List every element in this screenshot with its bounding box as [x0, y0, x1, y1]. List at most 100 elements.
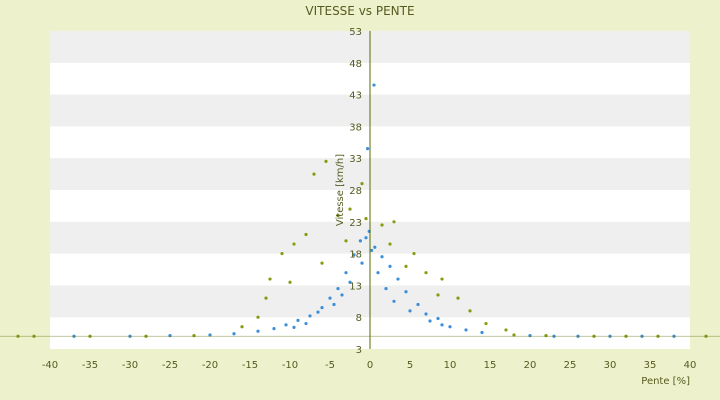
data-point [360, 182, 364, 186]
data-point [296, 318, 300, 322]
x-tick-label: 5 [407, 360, 413, 371]
data-point [544, 334, 548, 338]
data-point [240, 325, 244, 329]
data-point [396, 277, 400, 281]
x-tick-label: -30 [122, 360, 138, 371]
data-point [424, 312, 428, 316]
data-point [412, 252, 416, 256]
data-point [268, 277, 272, 281]
data-point [280, 252, 284, 256]
y-tick-label: 28 [349, 186, 362, 197]
data-point [512, 333, 516, 337]
y-axis-label: Vitesse [km/h] [335, 154, 346, 226]
data-point [464, 328, 468, 332]
data-point [208, 333, 212, 337]
x-tick-label: -40 [42, 360, 58, 371]
data-point [292, 242, 296, 246]
data-point [288, 280, 292, 284]
data-points [16, 83, 708, 338]
data-point [304, 321, 308, 326]
x-tick-label: 0 [367, 360, 373, 371]
data-point [376, 271, 380, 275]
axes [0, 31, 720, 349]
data-point [168, 334, 172, 338]
x-tick-label: 15 [484, 360, 497, 371]
y-tick-label: 53 [349, 27, 362, 38]
data-point [484, 321, 488, 326]
data-point [348, 207, 352, 211]
data-point [308, 314, 312, 318]
data-point [436, 316, 440, 321]
x-tick-label: 30 [604, 360, 617, 371]
data-point [380, 255, 384, 259]
data-point [468, 309, 472, 313]
data-point [312, 172, 316, 176]
data-point [404, 290, 408, 294]
data-point [372, 83, 376, 87]
data-point [504, 328, 508, 332]
data-point [388, 264, 392, 268]
x-tick-label: -10 [282, 360, 298, 371]
data-point [232, 332, 236, 336]
x-tick-label: 25 [564, 360, 577, 371]
data-point [336, 286, 340, 291]
y-tick-label: 3 [356, 345, 362, 356]
data-point [304, 232, 308, 237]
x-tick-label: 20 [524, 360, 537, 371]
data-point [428, 319, 432, 323]
y-tick-label: 23 [349, 218, 362, 229]
x-axis-label: Pente [%] [641, 376, 690, 387]
data-point [320, 306, 324, 310]
y-tick-label: 48 [349, 59, 362, 70]
y-tick-label: 43 [349, 91, 362, 102]
data-point [436, 293, 440, 297]
data-point [424, 271, 428, 275]
data-point [440, 277, 444, 281]
data-point [392, 220, 396, 224]
data-point [364, 236, 368, 240]
x-tick-label: 40 [684, 360, 697, 371]
data-point [284, 323, 288, 327]
y-tick-label: 38 [349, 122, 362, 133]
y-tick-label: 8 [356, 313, 362, 324]
x-tick-labels: -40 -35 -30 -25 -20 -15 -10 -5 0 5 10 15 20 25 30 35 40 [42, 360, 697, 371]
data-point [192, 334, 196, 338]
data-point [416, 302, 420, 307]
y-tick-label: 13 [349, 281, 362, 292]
data-point [256, 329, 260, 333]
x-tick-label: 10 [444, 360, 457, 371]
data-point [388, 242, 392, 246]
data-point [528, 334, 532, 338]
data-point [404, 264, 408, 268]
x-tick-label: -15 [242, 360, 258, 371]
data-point [370, 248, 374, 253]
data-point [384, 286, 388, 291]
data-point [360, 261, 364, 265]
data-point [256, 315, 260, 319]
data-point [340, 293, 344, 297]
data-point [364, 217, 368, 221]
y-tick-label: 18 [349, 250, 362, 261]
data-point [408, 309, 412, 313]
data-point [328, 296, 332, 300]
data-point [272, 327, 276, 331]
data-point [480, 330, 484, 335]
chart-title: VITESSE vs PENTE [305, 4, 414, 18]
data-point [336, 213, 340, 218]
data-point [320, 261, 324, 265]
data-point [344, 239, 348, 243]
data-point [332, 302, 336, 307]
x-tick-label: 35 [644, 360, 657, 371]
data-point [344, 271, 348, 275]
x-tick-label: -25 [162, 360, 178, 371]
data-point [264, 296, 268, 300]
data-point [448, 325, 452, 329]
x-tick-label: -35 [82, 360, 98, 371]
data-point [352, 253, 356, 257]
data-point [316, 310, 320, 314]
y-tick-label: 33 [349, 154, 362, 165]
data-point [373, 245, 377, 249]
data-point [392, 299, 396, 303]
